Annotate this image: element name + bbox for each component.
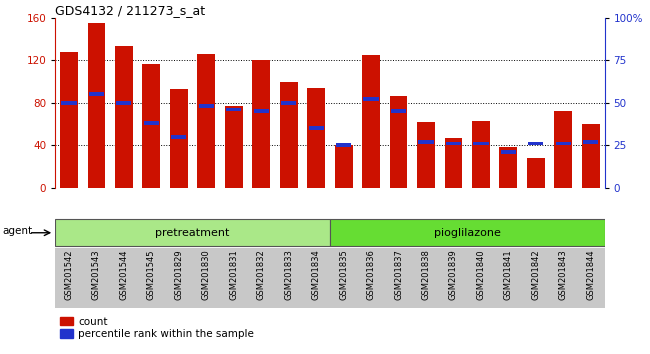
- Bar: [582, 124, 600, 188]
- Text: GSM201543: GSM201543: [92, 250, 101, 300]
- Text: GSM201839: GSM201839: [449, 250, 458, 300]
- Legend: count, percentile rank within the sample: count, percentile rank within the sample: [60, 317, 254, 339]
- Text: GSM201544: GSM201544: [120, 250, 129, 300]
- Bar: [472, 121, 490, 188]
- Text: GSM201834: GSM201834: [311, 250, 320, 300]
- Bar: [499, 147, 517, 188]
- Bar: [330, 219, 604, 246]
- Bar: [116, 101, 131, 104]
- Text: GSM201840: GSM201840: [476, 250, 486, 300]
- Bar: [61, 101, 77, 104]
- Bar: [445, 138, 462, 188]
- Bar: [419, 140, 434, 144]
- Text: GSM201830: GSM201830: [202, 250, 211, 300]
- Bar: [417, 122, 435, 188]
- Text: agent: agent: [3, 226, 33, 236]
- Bar: [336, 143, 351, 147]
- Bar: [142, 64, 161, 188]
- Bar: [473, 142, 489, 145]
- Bar: [170, 89, 188, 188]
- Bar: [389, 96, 408, 188]
- Text: GSM201836: GSM201836: [367, 250, 376, 301]
- Bar: [446, 142, 461, 145]
- Text: GSM201837: GSM201837: [394, 250, 403, 301]
- Bar: [280, 82, 298, 188]
- Text: GSM201838: GSM201838: [421, 250, 430, 301]
- Text: pretreatment: pretreatment: [155, 228, 229, 238]
- Bar: [252, 60, 270, 188]
- Bar: [362, 55, 380, 188]
- Bar: [556, 142, 571, 145]
- Text: GSM201542: GSM201542: [64, 250, 73, 300]
- Bar: [554, 111, 572, 188]
- Bar: [199, 104, 214, 108]
- Text: GDS4132 / 211273_s_at: GDS4132 / 211273_s_at: [55, 4, 205, 17]
- Bar: [198, 54, 215, 188]
- Bar: [89, 92, 104, 96]
- Text: GSM201832: GSM201832: [257, 250, 266, 300]
- Bar: [254, 109, 269, 113]
- Bar: [226, 108, 241, 111]
- Bar: [88, 23, 105, 188]
- Bar: [528, 142, 543, 145]
- Text: GSM201833: GSM201833: [284, 250, 293, 301]
- Bar: [583, 140, 599, 144]
- Bar: [55, 219, 330, 246]
- Text: GSM201841: GSM201841: [504, 250, 513, 300]
- Text: pioglilazone: pioglilazone: [434, 228, 500, 238]
- Bar: [363, 97, 379, 101]
- Bar: [527, 158, 545, 188]
- Text: GSM201831: GSM201831: [229, 250, 239, 300]
- Text: GSM201829: GSM201829: [174, 250, 183, 300]
- Text: GSM201545: GSM201545: [147, 250, 156, 300]
- Bar: [171, 135, 187, 138]
- Bar: [307, 88, 325, 188]
- Bar: [144, 121, 159, 125]
- Bar: [309, 126, 324, 130]
- Text: GSM201842: GSM201842: [531, 250, 540, 300]
- Bar: [391, 109, 406, 113]
- Text: GSM201835: GSM201835: [339, 250, 348, 300]
- Bar: [335, 145, 352, 188]
- Text: GSM201843: GSM201843: [559, 250, 568, 300]
- Bar: [500, 150, 516, 154]
- Bar: [60, 52, 78, 188]
- Bar: [115, 46, 133, 188]
- Bar: [225, 106, 242, 188]
- Text: GSM201844: GSM201844: [586, 250, 595, 300]
- Bar: [281, 101, 296, 104]
